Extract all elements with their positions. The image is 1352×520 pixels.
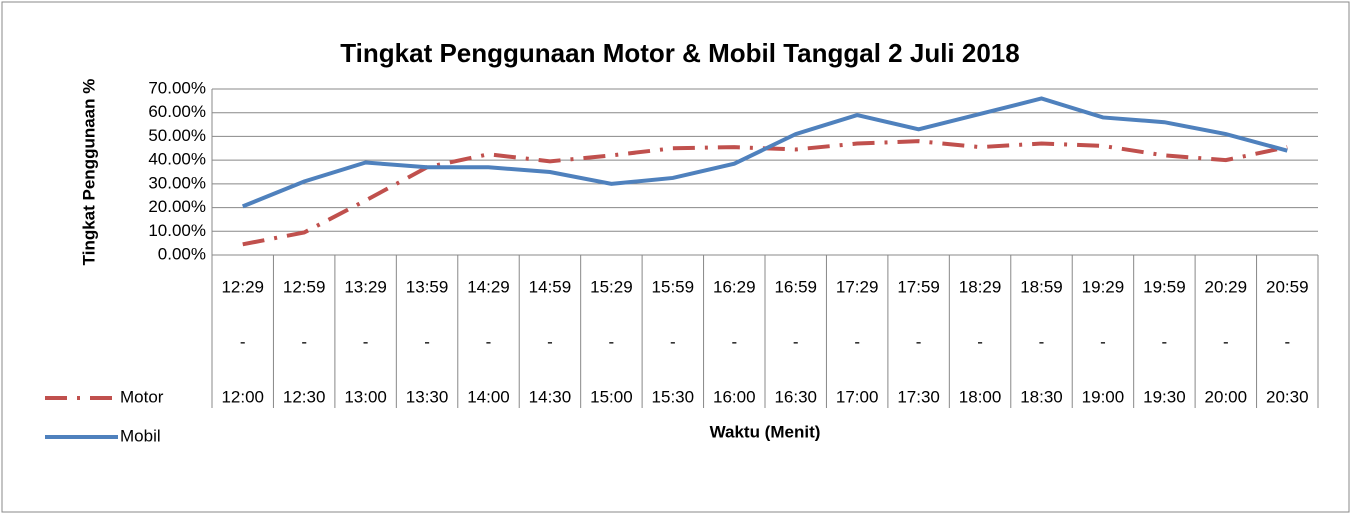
x-axis-title: Waktu (Menit) (710, 422, 821, 441)
x-tick-label: - (1223, 332, 1229, 351)
x-tick-label: 16:30 (774, 387, 817, 406)
x-tick-label: - (301, 332, 307, 351)
y-tick-label: 40.00% (148, 150, 206, 169)
x-tick-label: - (1284, 332, 1290, 351)
x-tick-label: 14:30 (529, 387, 572, 406)
x-tick-label: 17:00 (836, 387, 879, 406)
x-tick-label: 13:59 (406, 277, 449, 296)
x-tick-label: 12:29 (221, 277, 264, 296)
x-tick-label: - (547, 332, 553, 351)
x-tick-label: 12:00 (221, 387, 264, 406)
x-tick-label: - (977, 332, 983, 351)
x-tick-label: - (793, 332, 799, 351)
y-tick-label: 30.00% (148, 173, 206, 192)
legend-label: Mobil (120, 426, 161, 445)
x-tick-label: - (1162, 332, 1168, 351)
x-tick-label: 17:30 (897, 387, 940, 406)
x-tick-label: 15:59 (652, 277, 695, 296)
x-tick-label: 14:59 (529, 277, 572, 296)
x-tick-label: - (1100, 332, 1106, 351)
x-tick-label: 19:59 (1143, 277, 1186, 296)
x-tick-label: 17:29 (836, 277, 879, 296)
x-tick-label: 17:59 (897, 277, 940, 296)
x-tick-label: - (363, 332, 369, 351)
x-tick-label: - (854, 332, 860, 351)
x-tick-label: 15:29 (590, 277, 633, 296)
chart-title: Tingkat Penggunaan Motor & Mobil Tanggal… (340, 38, 1019, 68)
x-tick-label: 20:30 (1266, 387, 1309, 406)
x-tick-label: 15:00 (590, 387, 633, 406)
x-tick-label: 18:30 (1020, 387, 1063, 406)
series-line (241, 96, 1288, 209)
x-tick-label: 12:30 (283, 387, 326, 406)
x-tick-label: 19:29 (1082, 277, 1125, 296)
x-tick-label: - (731, 332, 737, 351)
x-tick-label: 18:59 (1020, 277, 1063, 296)
y-tick-label: 10.00% (148, 221, 206, 240)
y-tick-label: 60.00% (148, 102, 206, 121)
x-tick-label: - (424, 332, 430, 351)
x-tick-label: 14:00 (467, 387, 510, 406)
x-tick-label: - (1039, 332, 1045, 351)
x-tick-label: 12:59 (283, 277, 326, 296)
y-tick-label: 70.00% (148, 78, 206, 97)
x-tick-label: 15:30 (652, 387, 695, 406)
x-tick-label: 19:30 (1143, 387, 1186, 406)
y-tick-label: 0.00% (158, 244, 206, 263)
x-tick-label: 19:00 (1082, 387, 1125, 406)
y-tick-label: 50.00% (148, 126, 206, 145)
x-tick-label: - (486, 332, 492, 351)
x-tick-label: 13:00 (344, 387, 387, 406)
x-tick-label: - (916, 332, 922, 351)
x-tick-label: 16:59 (774, 277, 817, 296)
x-tick-label: 16:00 (713, 387, 756, 406)
x-tick-label: 20:29 (1205, 277, 1248, 296)
x-tick-label: 14:29 (467, 277, 510, 296)
y-axis-title: Tingkat Penggunaan % (79, 79, 98, 266)
x-tick-label: 13:29 (344, 277, 387, 296)
x-tick-label: 18:29 (959, 277, 1002, 296)
x-tick-label: 16:29 (713, 277, 756, 296)
x-tick-label: 20:00 (1205, 387, 1248, 406)
x-tick-label: 20:59 (1266, 277, 1309, 296)
x-tick-label: - (240, 332, 246, 351)
x-tick-label: - (609, 332, 615, 351)
y-tick-label: 20.00% (148, 197, 206, 216)
legend-label: Motor (120, 387, 164, 406)
x-tick-label: - (670, 332, 676, 351)
x-tick-label: 13:30 (406, 387, 449, 406)
x-tick-label: 18:00 (959, 387, 1002, 406)
